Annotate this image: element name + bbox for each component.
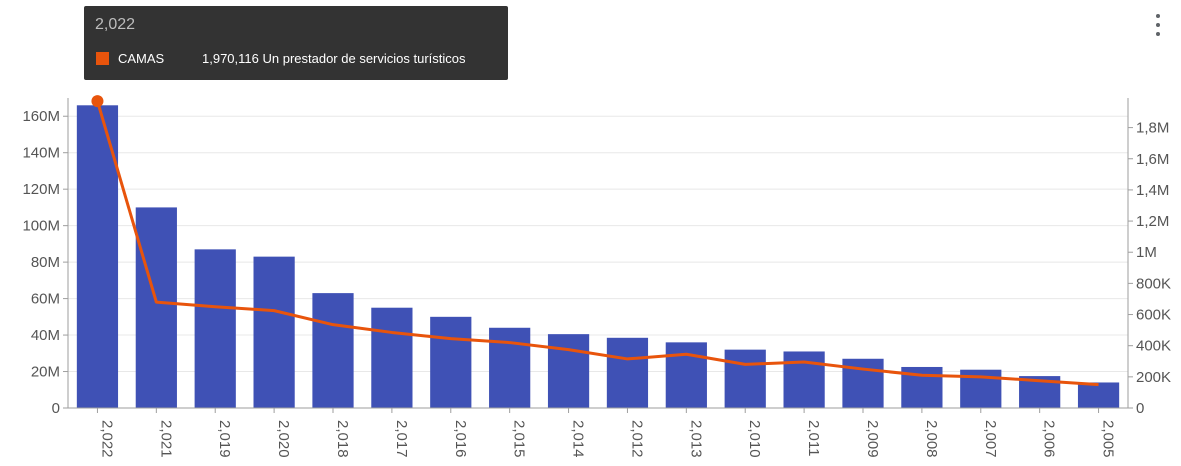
more-vert-icon[interactable] (1150, 12, 1166, 38)
right-tick-label: 600K (1136, 307, 1171, 324)
bar-2,017 (371, 307, 413, 408)
x-tick-label: 2,018 (334, 420, 351, 458)
left-tick-label: 100M (22, 218, 60, 235)
x-tick-label: 2,020 (275, 420, 292, 458)
line-point-highlighted (91, 95, 104, 108)
x-tick-label: 2,005 (1100, 420, 1117, 458)
bar-2,022 (76, 105, 119, 408)
x-tick-label: 2,013 (687, 420, 704, 458)
x-tick-label: 2,016 (452, 420, 469, 458)
tooltip-title: 2,022 (95, 16, 136, 33)
bar-2,018 (312, 293, 354, 408)
tooltip-series-swatch (96, 51, 109, 65)
x-tick-label: 2,017 (393, 420, 410, 458)
axes (67, 98, 1129, 409)
x-tick-label: 2,006 (1041, 420, 1058, 458)
left-tick-label: 60M (31, 291, 60, 308)
x-tick-label: 2,015 (511, 420, 528, 458)
right-tick-label: 1,8M (1136, 120, 1169, 137)
grid-lines (68, 115, 1128, 373)
x-tick-label: 2,012 (628, 420, 645, 458)
right-tick-label: 1M (1136, 244, 1157, 261)
right-axis-ticks: 0 200K 400K 600K 800K 1M 1,2M 1,4M 1,6M 1,8M (1128, 120, 1171, 417)
left-tick-label: 20M (31, 364, 60, 381)
left-tick-label: 0 (52, 400, 60, 417)
bar-2,011 (783, 351, 825, 408)
x-tick-label: 2,011 (805, 420, 822, 456)
bar-2,014 (547, 334, 590, 408)
line-series-camas (91, 95, 1099, 387)
chart-tooltip: 2,022 CAMAS 1,970,116 Un prestador de se… (84, 6, 508, 80)
menu-dot (1156, 23, 1160, 27)
left-tick-label: 40M (31, 327, 60, 344)
tooltip-series-name: CAMAS (118, 50, 165, 66)
menu-dot (1156, 32, 1160, 36)
bar-series (76, 105, 1120, 408)
x-tick-label: 2,022 (98, 420, 115, 458)
x-tick-label: 2,019 (216, 420, 233, 458)
x-tick-label: 2,007 (982, 420, 999, 458)
right-tick-label: 1,6M (1136, 151, 1169, 168)
left-tick-label: 140M (22, 145, 60, 162)
x-tick-label: 2,021 (157, 420, 174, 458)
bar-2,005 (1077, 382, 1120, 408)
tooltip-series-value: 1,970,116 Un prestador de servicios turí… (202, 50, 466, 66)
left-axis-ticks: 0 20M 40M 60M 80M 100M 120M 140M 160M (22, 108, 68, 417)
x-tick-label: 2,008 (923, 420, 940, 458)
bar-2,019 (194, 249, 236, 408)
menu-dot (1156, 14, 1160, 18)
right-tick-label: 1,2M (1136, 213, 1169, 230)
right-tick-label: 800K (1136, 275, 1171, 292)
right-tick-label: 200K (1136, 369, 1171, 386)
x-tick-label: 2,014 (570, 420, 587, 458)
x-tick-label: 2,010 (746, 420, 763, 458)
left-tick-label: 160M (22, 108, 60, 125)
bar-2,021 (135, 207, 177, 408)
right-tick-label: 400K (1136, 338, 1171, 355)
bar-2,012 (606, 337, 649, 408)
right-tick-label: 0 (1136, 400, 1144, 417)
bar-2,016 (430, 316, 472, 408)
left-tick-label: 80M (31, 254, 60, 271)
left-tick-label: 120M (22, 181, 60, 198)
tooltip-row: CAMAS 1,970,116 Un prestador de servicio… (96, 49, 466, 67)
bar-2,013 (665, 342, 707, 408)
bar-2,010 (724, 349, 766, 408)
bar-2,015 (489, 327, 531, 408)
line-path-camas (96, 100, 1099, 387)
x-tick-label: 2,009 (864, 420, 881, 458)
x-axis-ticks: 2,022 2,021 2,019 2,020 2,018 2,017 2,016 2,015… (96, 408, 1117, 458)
right-tick-label: 1,4M (1136, 182, 1169, 199)
bar-2,020 (253, 256, 295, 408)
